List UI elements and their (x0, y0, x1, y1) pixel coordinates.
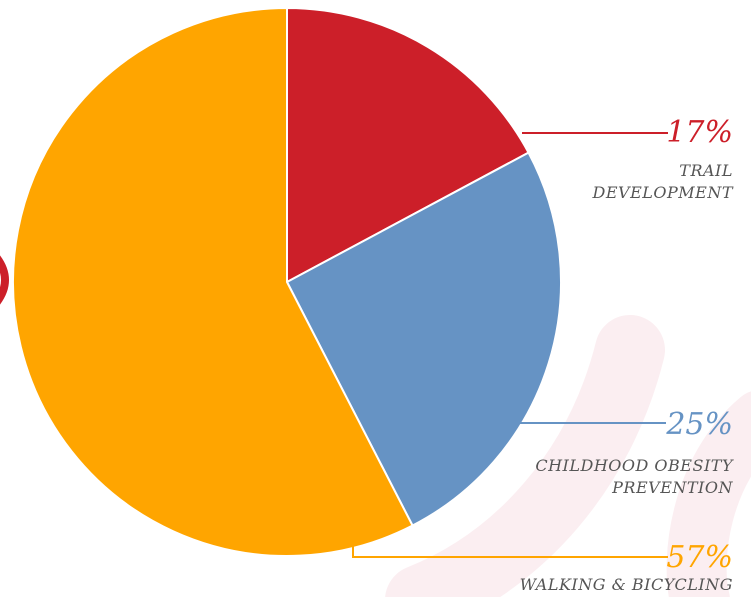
page: {"chart_data": {"type": "pie", "categori… (0, 0, 751, 597)
category-label: CHILDHOOD OBESITY PREVENTION (473, 455, 733, 499)
value-label: 25% (666, 410, 733, 440)
value-label: 57% (666, 543, 733, 573)
category-label: TRAIL DEVELOPMENT (583, 160, 733, 204)
value-label: 17% (666, 118, 733, 148)
category-label: WALKING & BICYCLING (453, 574, 733, 596)
chart (0, 0, 751, 597)
